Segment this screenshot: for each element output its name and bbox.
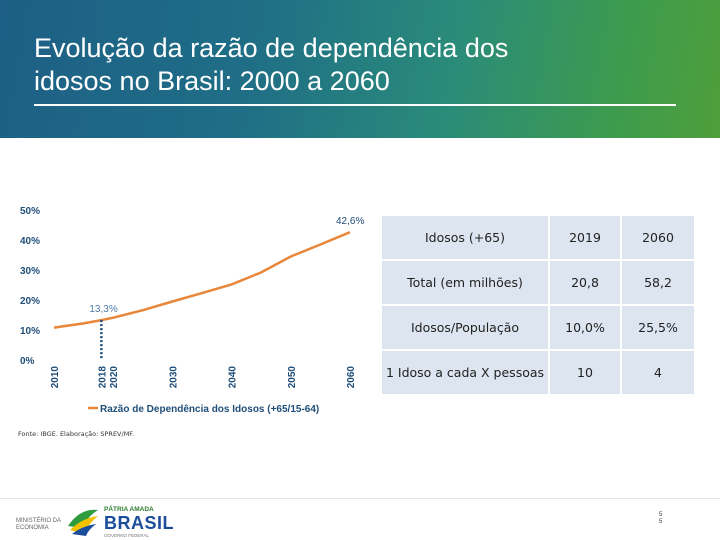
ministry-line-1: MINISTÉRIO DA (16, 518, 62, 524)
table-cell: Idosos/População (380, 304, 550, 351)
table-header-row: Idosos (+65) 2019 2060 (380, 214, 696, 261)
x-tick-label: 2018 (97, 366, 108, 389)
logo-patria-text: PÁTRIA AMADA (104, 506, 154, 513)
table-row: Total (em milhões) 20,8 58,2 (380, 259, 696, 306)
x-tick-label: 2060 (346, 366, 357, 389)
x-tick-label: 2030 (168, 366, 179, 389)
x-tick-label: 2010 (50, 366, 61, 389)
slide-header: Evolução da razão de dependência dos ido… (0, 0, 720, 138)
table-cell: 25,5% (620, 304, 696, 351)
slide-title: Evolução da razão de dependência dos ido… (34, 32, 674, 98)
table-cell: 20,8 (548, 259, 622, 306)
page-number-line-2: 5 (659, 519, 663, 525)
elderly-stats-table: Idosos (+65) 2019 2060 Total (em milhões… (380, 214, 696, 396)
x-tick-label: 2050 (287, 366, 298, 389)
x-tick-label: 2040 (228, 366, 239, 389)
source-note: Fonte: IBGE. Elaboração: SPREV/MF. (18, 430, 135, 438)
title-line-1: Evolução da razão de dependência dos (34, 33, 509, 63)
table-header-cell: Idosos (+65) (380, 214, 550, 261)
brasil-flag-logo-icon (68, 509, 98, 536)
data-label-2018: 13,3% (89, 304, 117, 315)
ministry-line-2: ECONOMIA (16, 525, 49, 531)
table-cell: 58,2 (620, 259, 696, 306)
y-tick-label: 40% (20, 236, 40, 247)
y-tick-label: 30% (20, 266, 40, 277)
table-cell: 10 (548, 349, 622, 396)
ministry-logo-text: MINISTÉRIO DA ECONOMIA (16, 518, 61, 532)
y-tick-label: 10% (20, 326, 40, 337)
y-tick-label: 20% (20, 296, 40, 307)
dependency-ratio-chart: 0% 10% 20% 30% 40% 50% 2010 2018 2020 2030 2040 205… (20, 206, 364, 415)
data-label-2060: 42,6% (336, 216, 364, 227)
page-number: 5 5 (659, 512, 662, 526)
logo-brasil-text: BRASIL (104, 513, 174, 533)
footer-divider (0, 498, 720, 499)
table-header-cell: 2019 (548, 214, 622, 261)
legend-label: Razão de Dependência dos Idosos (+65/15-… (100, 404, 319, 415)
series-line (53, 231, 351, 329)
table-cell: 10,0% (548, 304, 622, 351)
table-cell: 4 (620, 349, 696, 396)
y-tick-label: 0% (20, 356, 35, 367)
logo-gov-text: GOVERNO FEDERAL (104, 533, 150, 538)
title-underline (34, 104, 676, 106)
page-number-line-1: 5 (659, 512, 663, 518)
table-header-cell: 2060 (620, 214, 696, 261)
y-tick-label: 50% (20, 206, 40, 217)
table-cell: 1 Idoso a cada X pessoas (380, 349, 550, 396)
table-cell: Total (em milhões) (380, 259, 550, 306)
x-tick-label: 2020 (109, 366, 120, 389)
table-row: Idosos/População 10,0% 25,5% (380, 304, 696, 351)
title-line-2: idosos no Brasil: 2000 a 2060 (34, 66, 390, 96)
table-row: 1 Idoso a cada X pessoas 10 4 (380, 349, 696, 396)
